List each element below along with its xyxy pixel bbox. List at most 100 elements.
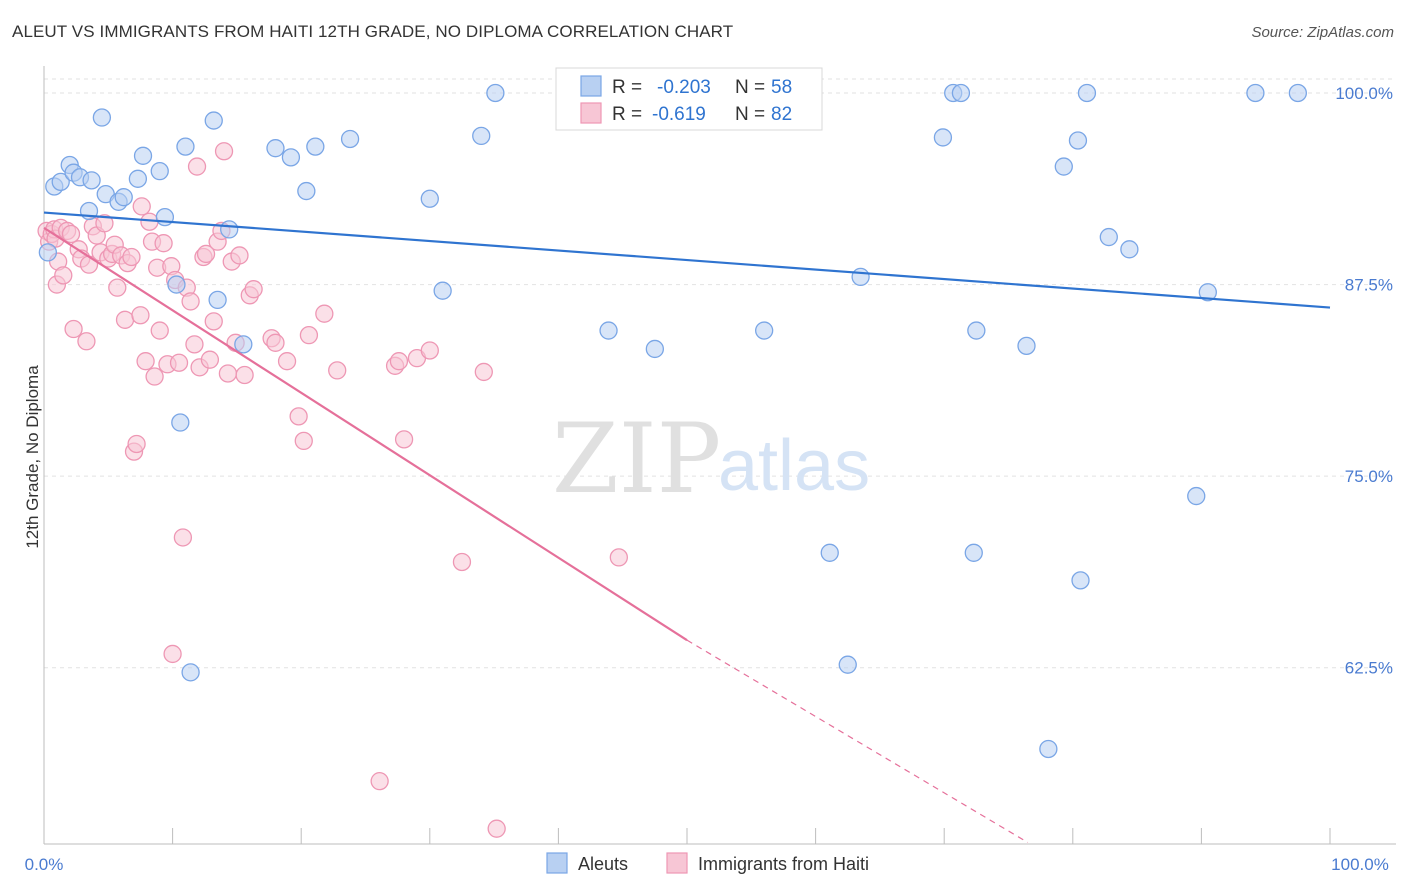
legend: R = -0.203 N = 58 R = -0.619 N = 82 [555, 67, 823, 131]
haiti-point [244, 280, 263, 299]
aleut-point [167, 275, 186, 294]
haiti-point [131, 306, 150, 325]
aleuts-trend-line [43, 211, 1331, 309]
x-tick-label-max: 100.0% [1331, 855, 1389, 874]
x-axis-ticks [43, 828, 1331, 844]
haiti-point [370, 772, 389, 791]
haiti-point [145, 367, 164, 386]
haiti-point [196, 244, 216, 264]
haiti-point [115, 310, 135, 329]
haiti-point [132, 197, 151, 216]
aleut-point [1120, 240, 1139, 259]
aleut-point [133, 146, 153, 165]
watermark: ZIP atlas [552, 403, 870, 515]
haiti-point [122, 247, 141, 267]
aleut-point [150, 162, 169, 181]
haiti-point [185, 335, 204, 354]
aleut-point [1187, 486, 1206, 506]
aleut-point [645, 339, 664, 359]
aleut-point [1071, 571, 1090, 590]
aleut-point [433, 281, 452, 300]
haiti-point [181, 292, 200, 311]
haiti-trend-line [43, 226, 688, 642]
aleut-point [176, 137, 195, 156]
haiti-point [163, 644, 182, 664]
haiti-point [173, 528, 193, 547]
aleut-point [204, 111, 223, 130]
legend-n-value: 58 [771, 77, 792, 98]
haiti-point [315, 304, 334, 323]
aleut-point [281, 148, 301, 167]
aleut-point [234, 335, 253, 354]
haiti-trend-line-extension [686, 639, 1029, 843]
aleut-point [599, 321, 618, 340]
aleut-point [967, 321, 986, 340]
legend-r-label: R = [612, 77, 642, 98]
legend-r-value: -0.619 [652, 104, 706, 125]
source-label: Source: ZipAtlas.com [1251, 24, 1394, 41]
y-tick-label: 62.5% [1345, 659, 1393, 678]
aleut-point [340, 129, 360, 149]
haiti-point [108, 278, 127, 297]
aleut-point [820, 543, 839, 562]
aleut-point [472, 126, 491, 146]
aleut-point [171, 413, 190, 432]
aleut-point [38, 243, 58, 262]
haiti-point [420, 341, 439, 360]
haiti-point [150, 321, 169, 340]
bottom-legend: Aleuts Immigrants from Haiti [546, 852, 869, 874]
haiti-point [127, 434, 146, 454]
trend-lines [43, 211, 1331, 843]
aleut-point [82, 171, 101, 190]
haiti-point [230, 246, 249, 265]
aleut-point [92, 108, 112, 127]
aleut-point [1068, 131, 1088, 150]
haiti-point [95, 214, 114, 233]
aleut-point [838, 655, 857, 674]
haiti-point [394, 430, 414, 449]
aleut-point [851, 267, 870, 287]
haiti-point [235, 365, 254, 385]
bottom-legend-swatch-haiti [666, 852, 688, 874]
haiti-point [474, 362, 493, 382]
haiti-point [289, 407, 308, 426]
aleut-point [1054, 157, 1073, 176]
haiti-point [136, 352, 155, 371]
aleut-point [951, 83, 971, 103]
aleut-point [964, 543, 983, 562]
aleut-point [1288, 83, 1307, 103]
haiti-point [328, 361, 347, 380]
legend-swatch-haiti [580, 102, 602, 124]
haiti-point [277, 352, 297, 371]
legend-swatch-aleuts [580, 75, 602, 97]
aleut-point [208, 290, 227, 310]
legend-n-label: N = [735, 77, 765, 98]
haiti-point [61, 224, 81, 244]
bottom-legend-swatch-aleuts [546, 852, 568, 874]
haiti-point [64, 319, 83, 339]
haiti-point [294, 431, 313, 451]
aleut-point [1099, 227, 1118, 247]
aleut-point [114, 188, 133, 207]
aleut-point [1017, 336, 1036, 356]
haiti-point [154, 234, 173, 253]
haiti-point [299, 326, 319, 345]
y-axis-title: 12th Grade, No Diploma [23, 365, 42, 549]
legend-r-value: -0.203 [657, 77, 711, 98]
aleut-point [1077, 83, 1097, 103]
aleut-point [155, 207, 175, 227]
chart-title: ALEUT VS IMMIGRANTS FROM HAITI 12TH GRAD… [12, 22, 734, 41]
haiti-point [452, 552, 472, 572]
haiti-point [487, 819, 506, 838]
aleut-point [128, 169, 148, 188]
y-tick-label: 75.0% [1345, 467, 1393, 486]
haiti-point [169, 353, 189, 372]
haiti-point [204, 312, 223, 331]
haiti-point [389, 352, 409, 371]
bottom-legend-label-haiti: Immigrants from Haiti [698, 854, 869, 874]
immigrants-from-haiti-points [37, 142, 628, 838]
aleut-point [306, 137, 325, 156]
aleut-point [1039, 739, 1058, 759]
legend-r-label: R = [612, 104, 642, 125]
haiti-point [266, 333, 285, 352]
